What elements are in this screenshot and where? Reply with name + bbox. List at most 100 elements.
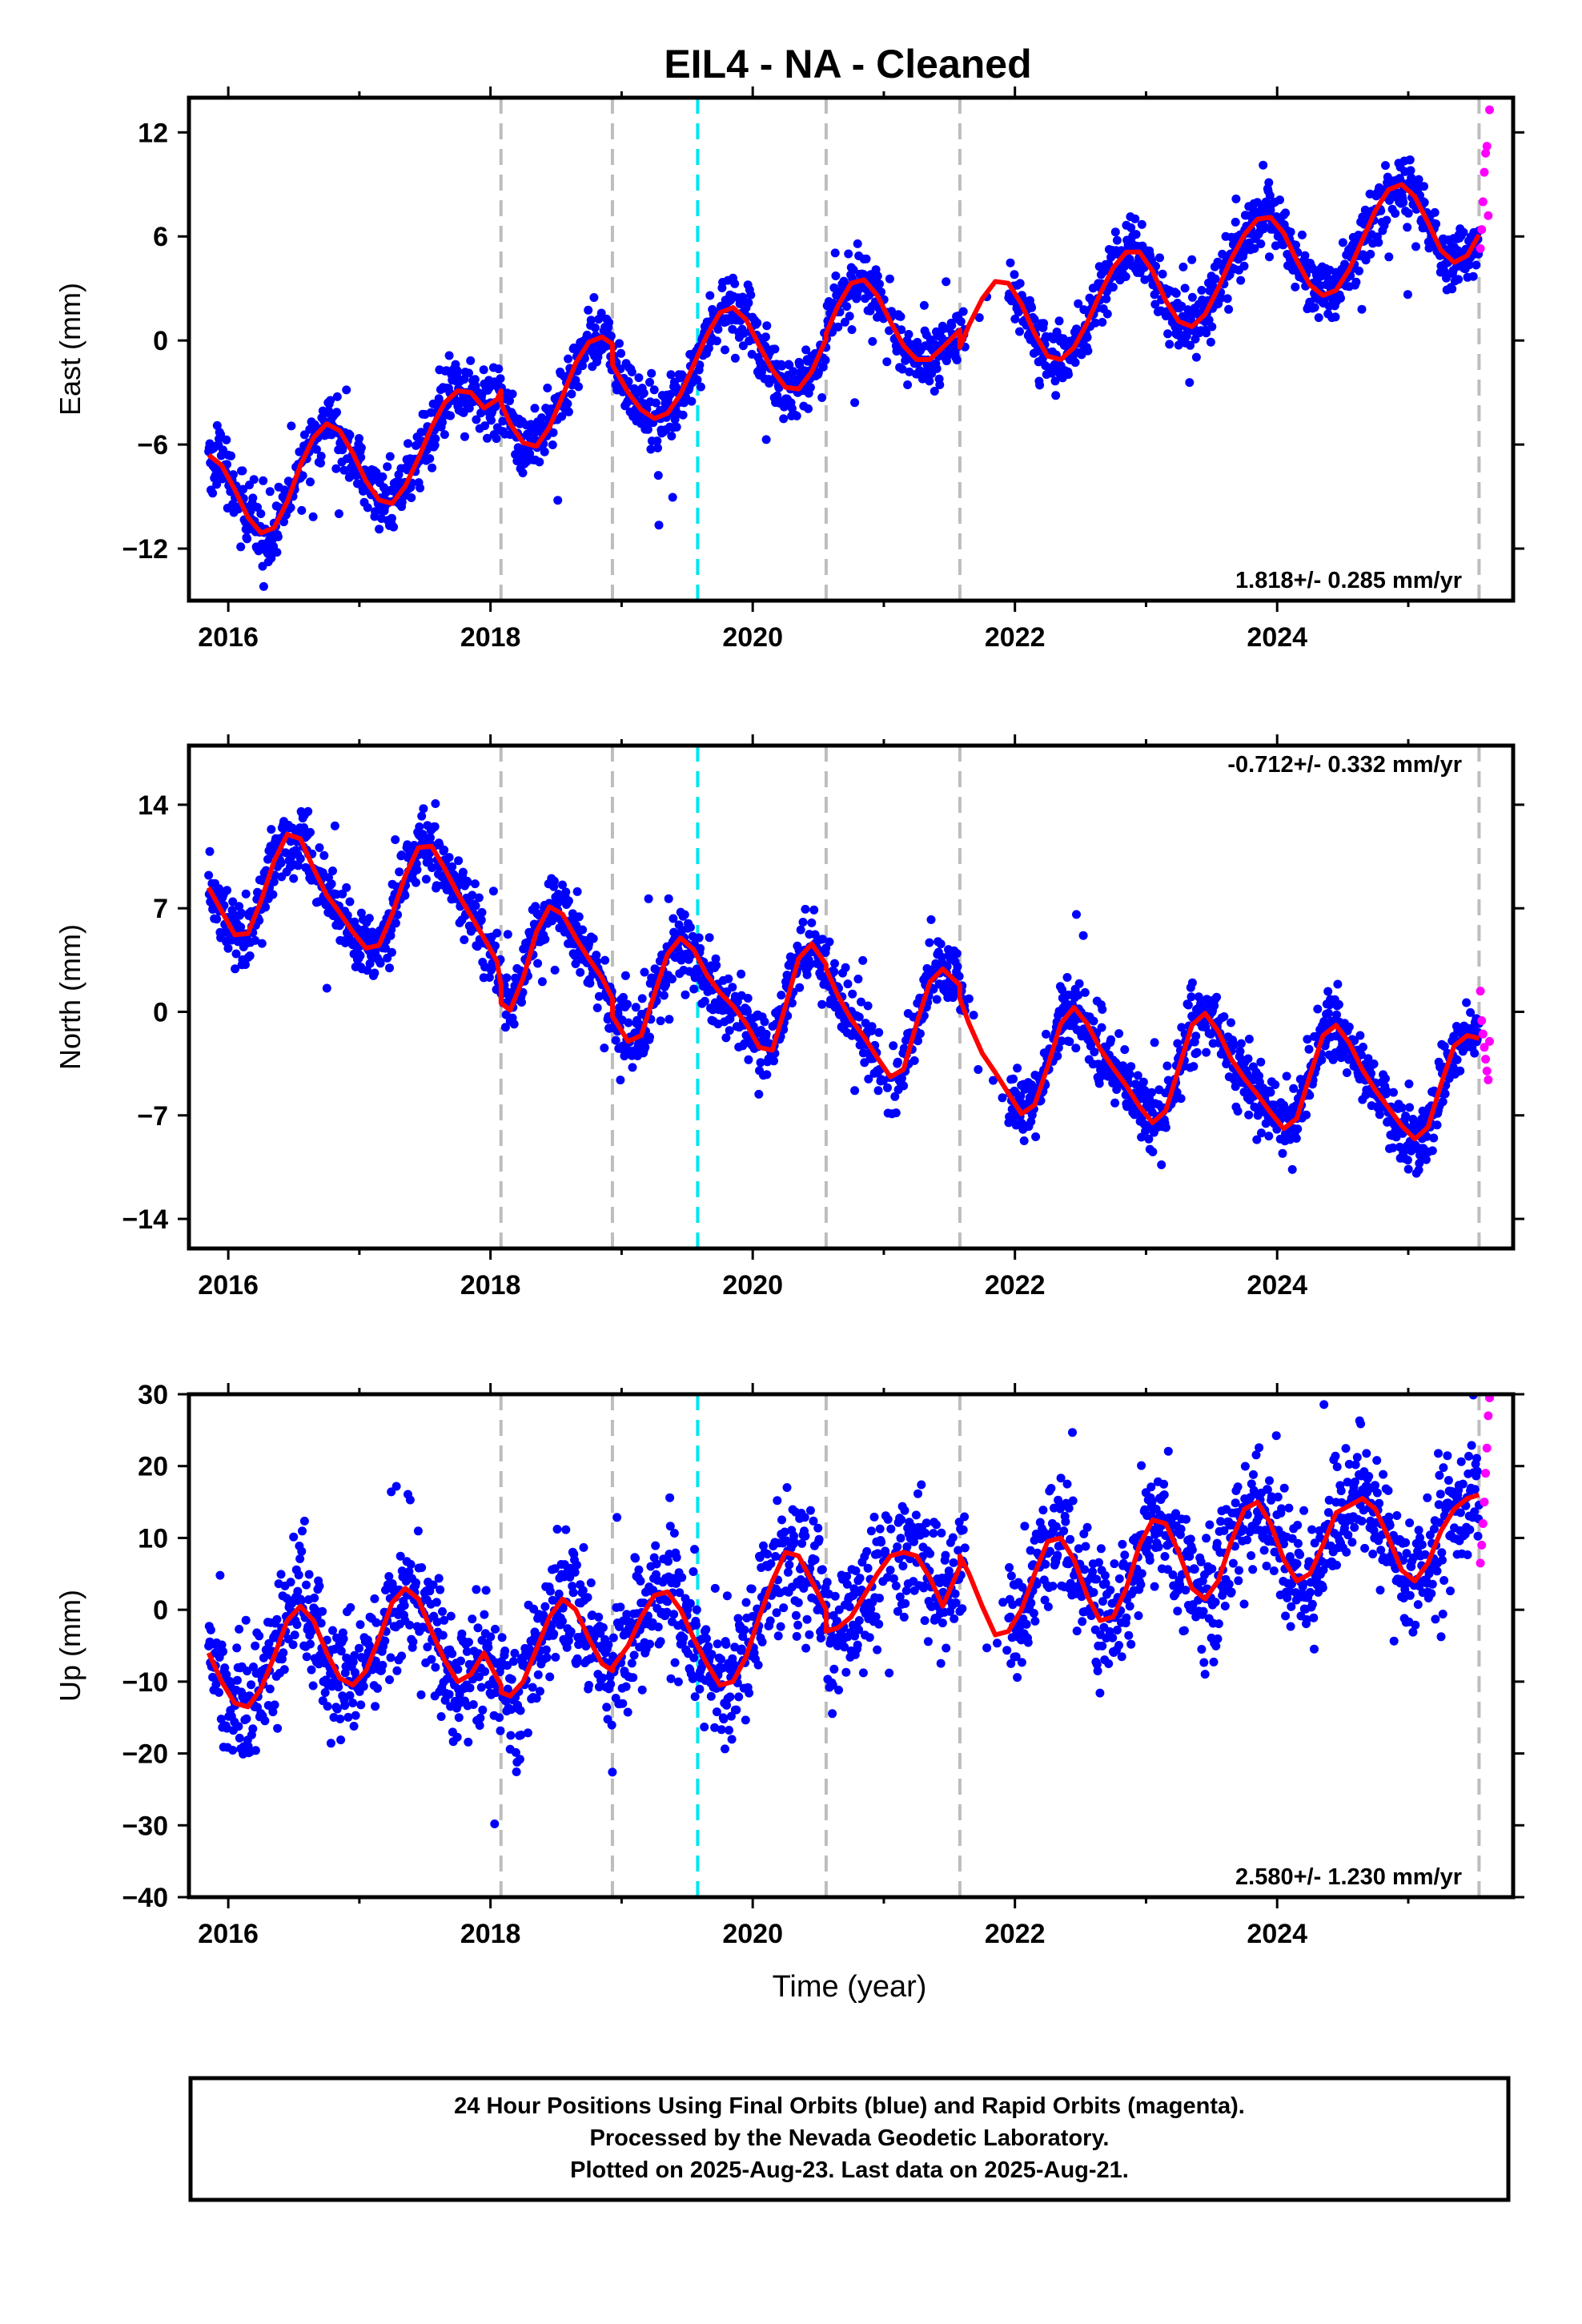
data-point	[336, 1647, 346, 1656]
data-point	[306, 477, 315, 487]
data-point	[343, 1712, 353, 1722]
data-point	[500, 1647, 510, 1655]
data-point	[1375, 1110, 1384, 1120]
data-point	[1163, 329, 1173, 339]
data-point	[620, 971, 630, 980]
data-point	[645, 377, 654, 387]
data-point	[883, 1083, 892, 1092]
data-point	[728, 983, 737, 992]
data-point	[647, 368, 656, 378]
data-point	[340, 1701, 350, 1711]
data-point	[308, 512, 318, 521]
final-orbit-points	[204, 155, 1484, 591]
x-tick-label: 2022	[985, 622, 1046, 653]
data-point	[318, 868, 327, 878]
data-point	[930, 387, 939, 396]
y-tick-label: 12	[138, 118, 168, 148]
data-point	[558, 1616, 567, 1626]
data-point	[315, 843, 324, 852]
data-point	[1414, 175, 1423, 184]
y-axis-label: East (mm)	[54, 283, 86, 416]
data-point	[885, 274, 894, 283]
data-point	[689, 984, 699, 994]
data-point	[1374, 238, 1383, 247]
data-point	[424, 856, 434, 866]
data-point	[241, 889, 251, 899]
data-point	[212, 480, 222, 489]
data-point	[1411, 242, 1420, 251]
data-point	[1223, 294, 1232, 304]
data-point	[1344, 1022, 1354, 1031]
data-point	[497, 1633, 507, 1642]
data-point	[1289, 1084, 1299, 1093]
y-axis-label: North (mm)	[54, 924, 86, 1070]
data-point	[952, 356, 962, 364]
data-point	[387, 1487, 396, 1497]
data-point	[257, 939, 267, 948]
data-point	[1102, 309, 1112, 319]
data-point	[909, 1055, 919, 1065]
data-point	[830, 959, 839, 968]
data-point	[385, 452, 395, 461]
data-point	[326, 1739, 335, 1748]
y-tick-label: 6	[153, 222, 168, 252]
data-point	[286, 503, 295, 513]
data-point	[352, 470, 362, 480]
data-point	[491, 1624, 500, 1634]
data-point	[1191, 352, 1201, 362]
data-point	[847, 325, 857, 335]
data-point	[1064, 370, 1073, 380]
data-point	[762, 1070, 772, 1080]
data-point	[332, 392, 342, 401]
data-point	[624, 1018, 633, 1027]
data-point	[273, 532, 283, 541]
data-point	[1186, 340, 1195, 350]
data-point	[500, 1023, 510, 1032]
data-point	[932, 995, 942, 1004]
data-point	[1244, 1110, 1254, 1120]
data-point	[528, 1683, 537, 1692]
data-point	[334, 509, 343, 518]
data-point	[432, 1617, 442, 1626]
data-point	[216, 430, 226, 439]
data-point	[680, 910, 689, 919]
data-point	[412, 1578, 420, 1587]
data-point	[550, 1564, 560, 1574]
data-point	[1126, 223, 1136, 232]
data-point	[549, 1629, 559, 1638]
rapid-point	[1485, 105, 1495, 115]
data-point	[1187, 255, 1197, 264]
data-point	[468, 1700, 478, 1709]
data-point	[925, 938, 934, 947]
data-point	[849, 265, 858, 275]
x-tick-label: 2024	[1247, 1270, 1307, 1301]
data-point	[1256, 239, 1266, 248]
data-point	[237, 908, 246, 918]
data-point	[412, 440, 420, 450]
data-point	[1178, 262, 1188, 271]
data-point	[446, 1611, 456, 1621]
data-point	[464, 368, 473, 378]
data-point	[936, 939, 946, 949]
data-point	[458, 867, 468, 877]
data-point	[542, 1653, 552, 1663]
data-point	[515, 1755, 524, 1764]
data-point	[840, 317, 849, 327]
data-point	[1183, 1000, 1193, 1010]
data-point	[1305, 1091, 1315, 1100]
data-point	[777, 361, 786, 371]
data-point	[477, 907, 487, 917]
data-point	[817, 393, 827, 402]
data-point	[858, 955, 868, 965]
data-point	[1431, 219, 1441, 229]
y-tick-label: 14	[138, 790, 168, 821]
data-point	[578, 361, 588, 371]
data-point	[306, 1639, 315, 1649]
data-point	[444, 853, 454, 862]
data-point	[659, 991, 669, 1000]
data-point	[669, 914, 678, 923]
data-point	[488, 887, 498, 896]
data-point	[339, 1634, 348, 1643]
